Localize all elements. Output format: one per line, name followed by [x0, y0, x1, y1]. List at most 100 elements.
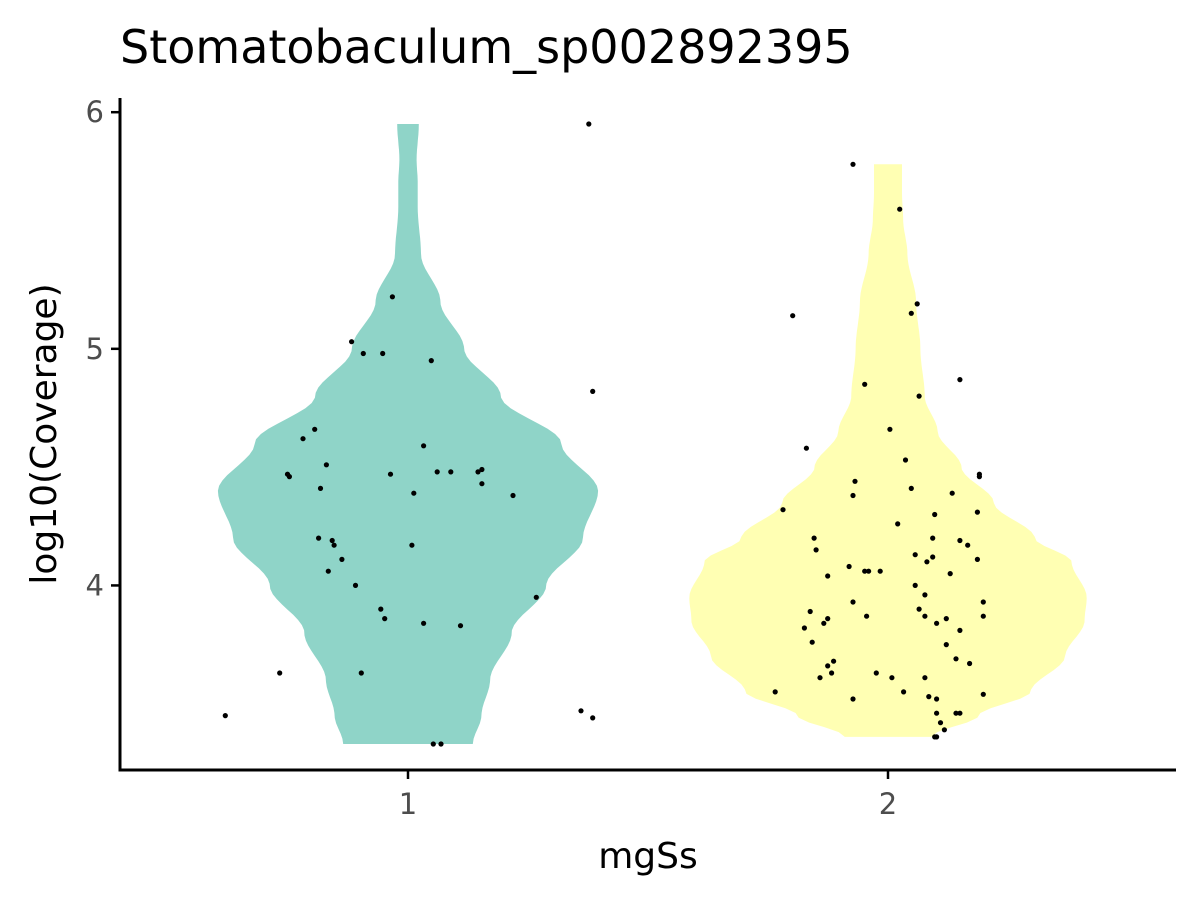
data-point	[922, 613, 928, 619]
data-point	[949, 490, 955, 496]
data-point	[912, 552, 918, 558]
data-point	[980, 599, 986, 605]
data-point	[922, 675, 928, 681]
data-point	[434, 469, 440, 475]
data-point	[590, 715, 596, 721]
data-point	[967, 660, 973, 667]
data-point	[803, 445, 810, 451]
data-point	[821, 620, 827, 626]
data-point	[421, 443, 427, 449]
data-point	[358, 670, 364, 676]
points-layer	[222, 121, 986, 747]
data-point	[590, 388, 596, 394]
data-point	[825, 663, 831, 669]
data-point	[957, 627, 963, 634]
data-point	[947, 571, 953, 577]
data-point	[831, 658, 837, 664]
data-point	[448, 469, 454, 475]
data-point	[389, 294, 395, 300]
data-point	[850, 599, 856, 605]
y-tick-label: 6	[86, 95, 104, 129]
data-point	[409, 542, 415, 548]
data-point	[877, 568, 883, 574]
data-point	[790, 313, 796, 319]
data-point	[866, 568, 872, 574]
x-tick-label: 1	[399, 787, 417, 821]
data-point	[934, 734, 940, 740]
data-point	[937, 720, 944, 726]
data-point	[846, 563, 852, 570]
data-point	[809, 639, 815, 645]
data-point	[801, 625, 808, 631]
violin-group-1	[217, 124, 599, 744]
data-point	[382, 616, 388, 622]
data-point	[457, 623, 464, 629]
data-point	[941, 727, 948, 733]
data-point	[817, 675, 823, 681]
data-point	[862, 381, 868, 387]
data-point	[428, 358, 434, 364]
data-point	[889, 675, 895, 681]
data-point	[349, 339, 355, 345]
data-point	[387, 471, 394, 477]
data-point	[317, 485, 324, 491]
data-point	[957, 710, 963, 716]
data-point	[953, 710, 959, 716]
data-point	[339, 556, 345, 563]
data-point	[772, 689, 778, 695]
data-point	[323, 462, 329, 468]
data-point	[378, 606, 384, 612]
data-point	[325, 568, 331, 574]
data-point	[300, 436, 306, 442]
data-point	[850, 696, 856, 702]
y-tick-label: 4	[86, 568, 104, 602]
data-point	[934, 710, 940, 716]
x-tick-label: 2	[879, 787, 897, 821]
data-point	[360, 350, 366, 357]
y-axis-ticks: 4 5 6	[86, 95, 120, 602]
data-point	[222, 713, 228, 719]
data-point	[916, 393, 922, 399]
data-point	[926, 694, 932, 700]
data-point	[895, 521, 901, 527]
data-point	[479, 481, 485, 487]
data-point	[976, 474, 983, 480]
data-point	[914, 301, 920, 307]
y-tick-label: 5	[86, 332, 104, 366]
data-point	[957, 537, 963, 544]
chart-title: Stomatobaculum_sp002892395	[120, 20, 853, 74]
data-point	[430, 741, 436, 747]
data-point	[908, 310, 914, 316]
data-point	[352, 582, 359, 589]
data-point	[329, 537, 335, 544]
data-point	[924, 559, 930, 565]
data-point	[316, 535, 322, 541]
data-point	[980, 691, 986, 697]
data-point	[943, 616, 949, 622]
data-point	[901, 689, 907, 695]
data-point	[421, 620, 427, 626]
data-point	[897, 206, 903, 212]
data-point	[934, 696, 940, 702]
data-point	[922, 592, 928, 598]
data-point	[825, 616, 831, 622]
violin-group-2	[689, 164, 1087, 737]
violins-layer	[217, 124, 1087, 744]
data-point	[974, 556, 981, 563]
data-point	[780, 507, 786, 513]
data-point	[980, 613, 986, 619]
data-point	[974, 509, 981, 515]
data-point	[578, 708, 584, 714]
data-point	[934, 620, 940, 626]
data-point	[957, 377, 963, 383]
data-point	[887, 426, 893, 432]
data-point	[811, 535, 817, 541]
data-point	[930, 554, 936, 560]
data-point	[411, 490, 417, 496]
y-axis-title: log10(Coverage)	[24, 283, 65, 584]
data-point	[380, 350, 386, 357]
data-point	[813, 547, 819, 553]
data-point	[825, 573, 831, 579]
